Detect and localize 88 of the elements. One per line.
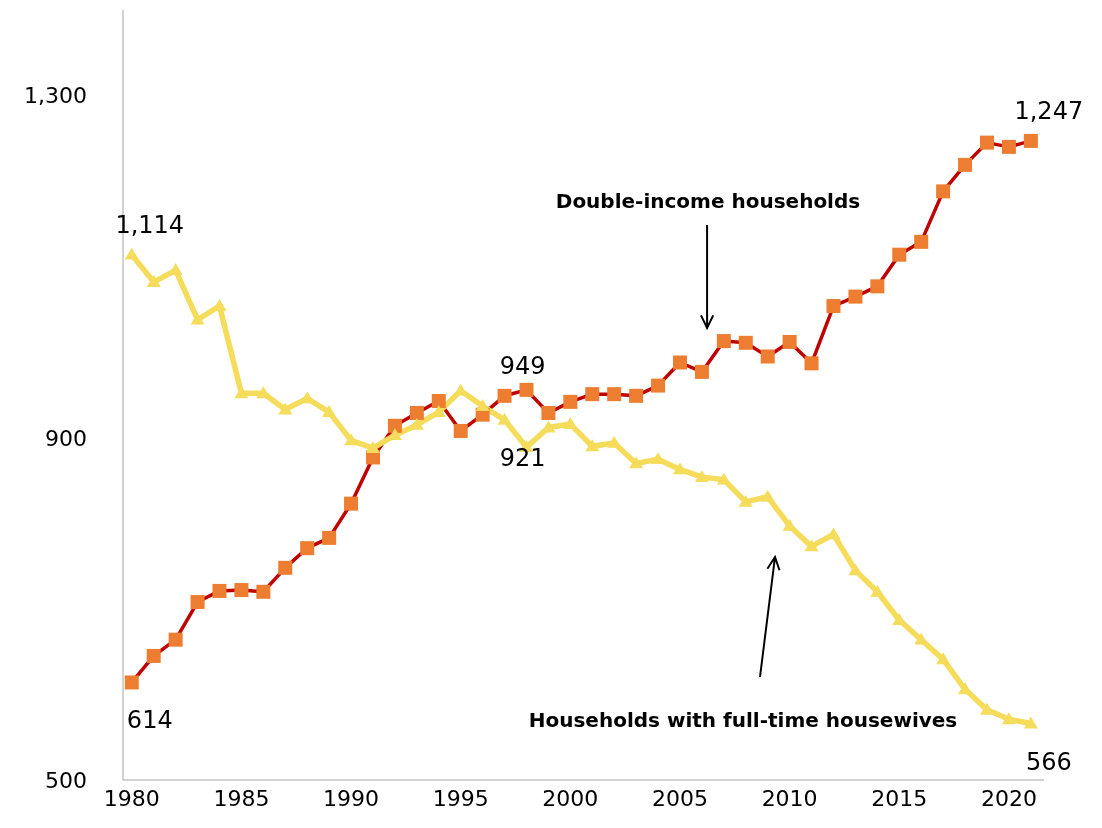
annotation: Double-income households bbox=[554, 189, 862, 213]
point bbox=[760, 349, 775, 364]
point bbox=[1001, 139, 1016, 154]
x-tick-label: 1985 bbox=[213, 785, 270, 811]
point bbox=[607, 435, 622, 448]
y-tick-label: 500 bbox=[45, 767, 87, 793]
data-label: 921 bbox=[499, 443, 546, 472]
point bbox=[387, 418, 402, 433]
point bbox=[672, 355, 687, 370]
point bbox=[146, 275, 161, 287]
point bbox=[497, 412, 512, 425]
x-tick-label: 2015 bbox=[871, 785, 928, 811]
point bbox=[234, 386, 249, 399]
x-tick-label: 2020 bbox=[980, 785, 1037, 811]
point bbox=[409, 405, 424, 420]
point bbox=[629, 456, 644, 469]
x-tick-label: 1990 bbox=[323, 785, 380, 811]
data-label: 614 bbox=[126, 706, 173, 735]
x-tick-label: 2005 bbox=[651, 785, 708, 811]
point bbox=[146, 648, 161, 663]
point bbox=[870, 279, 885, 294]
point bbox=[870, 584, 885, 597]
point bbox=[738, 494, 753, 507]
point bbox=[958, 157, 973, 172]
point bbox=[563, 417, 578, 429]
point bbox=[672, 462, 687, 475]
point bbox=[475, 399, 490, 412]
point bbox=[541, 405, 556, 420]
point bbox=[212, 583, 227, 598]
point bbox=[190, 595, 205, 610]
point bbox=[322, 405, 337, 418]
point bbox=[738, 335, 753, 350]
point bbox=[1001, 712, 1016, 725]
x-tick-label: 1995 bbox=[432, 785, 489, 811]
point bbox=[782, 334, 797, 349]
point bbox=[716, 334, 731, 349]
point bbox=[344, 433, 359, 446]
point bbox=[256, 584, 271, 599]
point bbox=[936, 652, 951, 665]
point bbox=[365, 441, 380, 453]
point bbox=[431, 393, 446, 408]
point bbox=[914, 234, 929, 249]
data-label: 1,114 bbox=[115, 210, 185, 239]
point bbox=[519, 382, 534, 397]
point bbox=[1023, 133, 1038, 148]
x-tick-label: 2010 bbox=[761, 785, 818, 811]
data-label: 566 bbox=[1025, 747, 1072, 776]
annotation: Households with full-time housewives bbox=[527, 708, 959, 732]
point bbox=[190, 312, 205, 325]
y-tick-label: 900 bbox=[45, 425, 87, 451]
point bbox=[541, 420, 556, 433]
point bbox=[848, 563, 863, 576]
x-tick-label: 2000 bbox=[542, 785, 599, 811]
point bbox=[716, 472, 731, 485]
point bbox=[585, 387, 600, 402]
point bbox=[124, 675, 139, 690]
point bbox=[607, 387, 622, 402]
point bbox=[278, 560, 293, 575]
point bbox=[563, 394, 578, 409]
point bbox=[694, 470, 709, 483]
point bbox=[804, 539, 819, 552]
point bbox=[760, 489, 775, 502]
point bbox=[278, 402, 293, 415]
point bbox=[585, 439, 600, 452]
x-tick-label: 1980 bbox=[103, 785, 160, 811]
point bbox=[826, 299, 841, 314]
point bbox=[629, 388, 644, 403]
y-tick-label: 1,300 bbox=[24, 83, 87, 109]
point bbox=[497, 388, 512, 403]
point bbox=[651, 378, 666, 393]
point bbox=[1023, 716, 1038, 729]
data-label: 1,247 bbox=[1014, 96, 1084, 125]
point bbox=[848, 289, 863, 304]
point bbox=[979, 135, 994, 150]
point bbox=[804, 356, 819, 371]
point bbox=[234, 583, 249, 598]
point bbox=[936, 184, 951, 199]
point bbox=[322, 530, 337, 545]
point bbox=[892, 247, 907, 262]
point bbox=[979, 702, 994, 715]
point bbox=[782, 518, 797, 531]
point bbox=[453, 423, 468, 438]
point bbox=[344, 496, 359, 511]
point bbox=[694, 364, 709, 379]
point bbox=[300, 541, 315, 556]
point bbox=[168, 632, 183, 647]
data-label: 949 bbox=[499, 351, 546, 380]
point bbox=[124, 247, 139, 260]
